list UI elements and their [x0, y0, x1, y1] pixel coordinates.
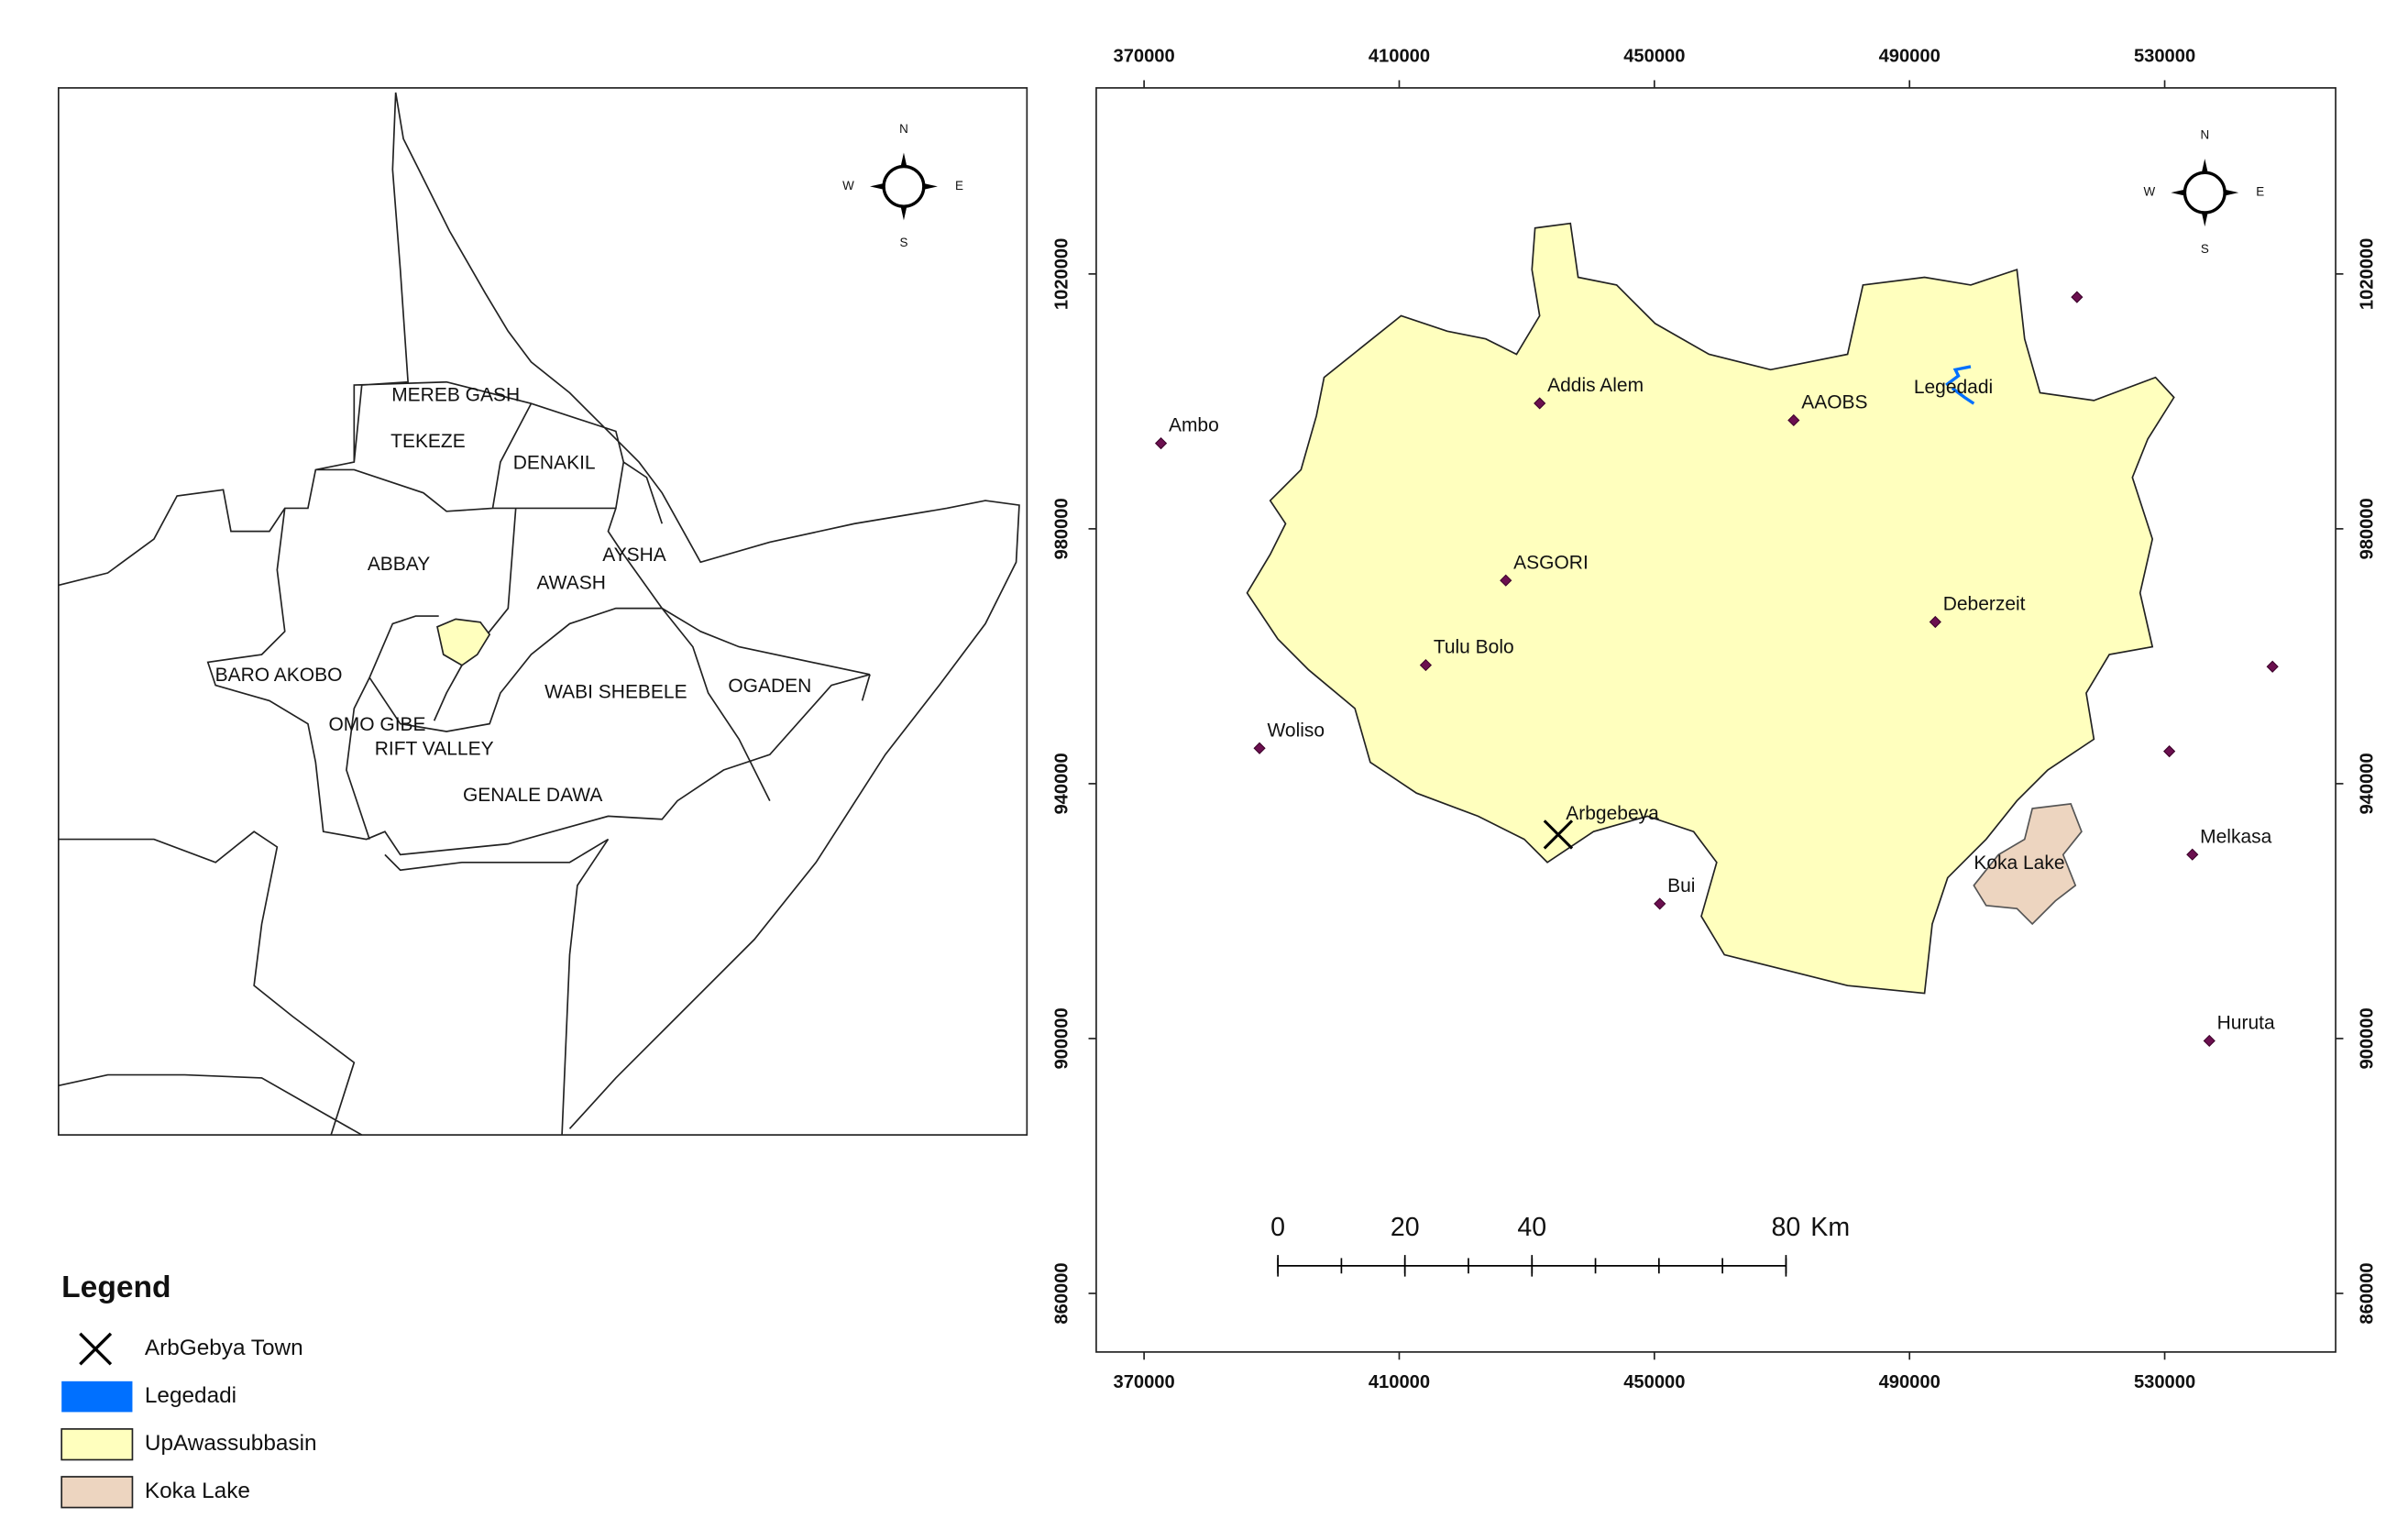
y-tick-label: 980000 — [2358, 498, 2378, 559]
compass: N E S W — [842, 122, 963, 249]
legend-label: Legedadi — [145, 1383, 236, 1408]
compass-e: E — [2256, 185, 2264, 199]
x-tick-label: 410000 — [1369, 47, 1430, 67]
station-point — [1654, 897, 1666, 910]
station-point — [1154, 437, 1168, 450]
region-label: WABI SHEBELE — [544, 682, 687, 703]
station-point — [2266, 660, 2279, 673]
region-label: RIFT VALLEY — [375, 739, 494, 760]
legend: Legend ArbGebya Town Legedadi UpAwassubbas… — [60, 1270, 317, 1509]
compass-w: W — [2143, 185, 2155, 199]
legend-title: Legend — [61, 1270, 170, 1304]
station-point — [1419, 658, 1433, 672]
station-label: Tulu Bolo — [1434, 637, 1514, 658]
town-label: Arbgebeya — [1566, 803, 1659, 824]
y-tick-label: 1020000 — [2358, 238, 2378, 310]
station-label: Woliso — [1267, 720, 1325, 741]
region-label: MEREB GASH — [391, 384, 520, 405]
lake-label: Koka Lake — [1974, 852, 2064, 874]
overview-map: MEREB GASH TEKEZE DENAKIL ABBAY AWASH AY… — [57, 87, 1028, 1136]
region-label: TEKEZE — [390, 431, 466, 452]
station-point — [2203, 1034, 2216, 1048]
station-point — [1534, 397, 1546, 410]
x-tick-label: 490000 — [1879, 1372, 1941, 1392]
station-label: ASGORI — [1513, 552, 1589, 573]
region-label: AWASH — [536, 572, 605, 593]
station-label: Deberzeit — [1943, 594, 2026, 615]
x-tick-label: 450000 — [1623, 1372, 1685, 1392]
station-point — [1253, 742, 1266, 754]
x-tick-label: 530000 — [2134, 1372, 2195, 1392]
scale-label: 0 — [1270, 1213, 1285, 1242]
station-label: Addis Alem — [1547, 375, 1644, 396]
station-point — [1787, 413, 1800, 427]
region-label: AYSHA — [602, 544, 666, 566]
region-label: BARO AKOBO — [215, 665, 343, 686]
x-tick-label: 530000 — [2134, 47, 2195, 67]
region-label: OMO GIBE — [328, 714, 425, 735]
compass: N E S W — [2143, 128, 2264, 256]
scale-unit: Km — [1810, 1213, 1850, 1242]
legend-swatch — [79, 1332, 113, 1366]
legend-label: Koka Lake — [145, 1479, 250, 1503]
compass-s: S — [2201, 242, 2209, 256]
overview-frame — [57, 87, 1028, 1136]
compass-w: W — [842, 179, 854, 192]
scale-label: 80 — [1772, 1213, 1801, 1242]
subbasin-inset — [436, 618, 491, 666]
station-point — [2071, 291, 2084, 303]
x-tick-label: 370000 — [1114, 1372, 1175, 1392]
study-frame — [1095, 87, 2337, 1353]
station-point — [2163, 745, 2176, 758]
legend-swatch — [61, 1380, 133, 1413]
town-marker — [1543, 820, 1574, 850]
legend-label: UpAwassubbasin — [145, 1431, 317, 1456]
compass-n: N — [899, 122, 908, 136]
y-tick-label: 980000 — [1051, 498, 1072, 559]
scale-label: 20 — [1391, 1213, 1420, 1242]
compass-s: S — [899, 236, 907, 249]
subbasin — [1246, 222, 2175, 995]
y-tick-label: 1020000 — [1051, 238, 1072, 310]
station-point — [1500, 574, 1512, 587]
scale-label: 40 — [1517, 1213, 1546, 1242]
y-tick-label: 900000 — [1051, 1007, 1072, 1069]
legend-items: ArbGebya Town Legedadi UpAwassubbasin Koka … — [60, 1332, 317, 1509]
x-tick-label: 450000 — [1623, 47, 1685, 67]
station-label: Melkasa — [2200, 826, 2271, 847]
region-label: DENAKIL — [513, 452, 596, 473]
x-tick-label: 490000 — [1879, 47, 1941, 67]
x-tick-label: 410000 — [1369, 1372, 1430, 1392]
river-label: Legedadi — [1914, 377, 1993, 398]
y-tick-label: 940000 — [1051, 753, 1072, 814]
region-label: GENALE DAWA — [463, 785, 602, 806]
region-label: ABBAY — [368, 554, 430, 575]
x-tick-label: 370000 — [1114, 47, 1175, 67]
compass-n: N — [2200, 128, 2209, 142]
region-label: OGADEN — [728, 676, 811, 697]
station-label: Ambo — [1169, 415, 1219, 436]
station-point — [1929, 615, 1941, 629]
station-label: AAOBS — [1801, 392, 1867, 413]
station-label: Bui — [1667, 875, 1695, 896]
koka-lake — [1973, 803, 2083, 926]
legend-swatch — [60, 1428, 134, 1461]
compass-e: E — [955, 179, 963, 192]
y-tick-label: 860000 — [1051, 1262, 1072, 1324]
y-tick-label: 860000 — [2358, 1262, 2378, 1324]
station-label: Huruta — [2217, 1013, 2275, 1034]
y-tick-label: 940000 — [2358, 753, 2378, 814]
legend-swatch — [60, 1476, 134, 1509]
legend-label: ArbGebya Town — [145, 1336, 303, 1360]
legedadi-river — [1945, 365, 1975, 405]
y-tick-label: 900000 — [2358, 1007, 2378, 1069]
station-point — [2186, 848, 2199, 861]
